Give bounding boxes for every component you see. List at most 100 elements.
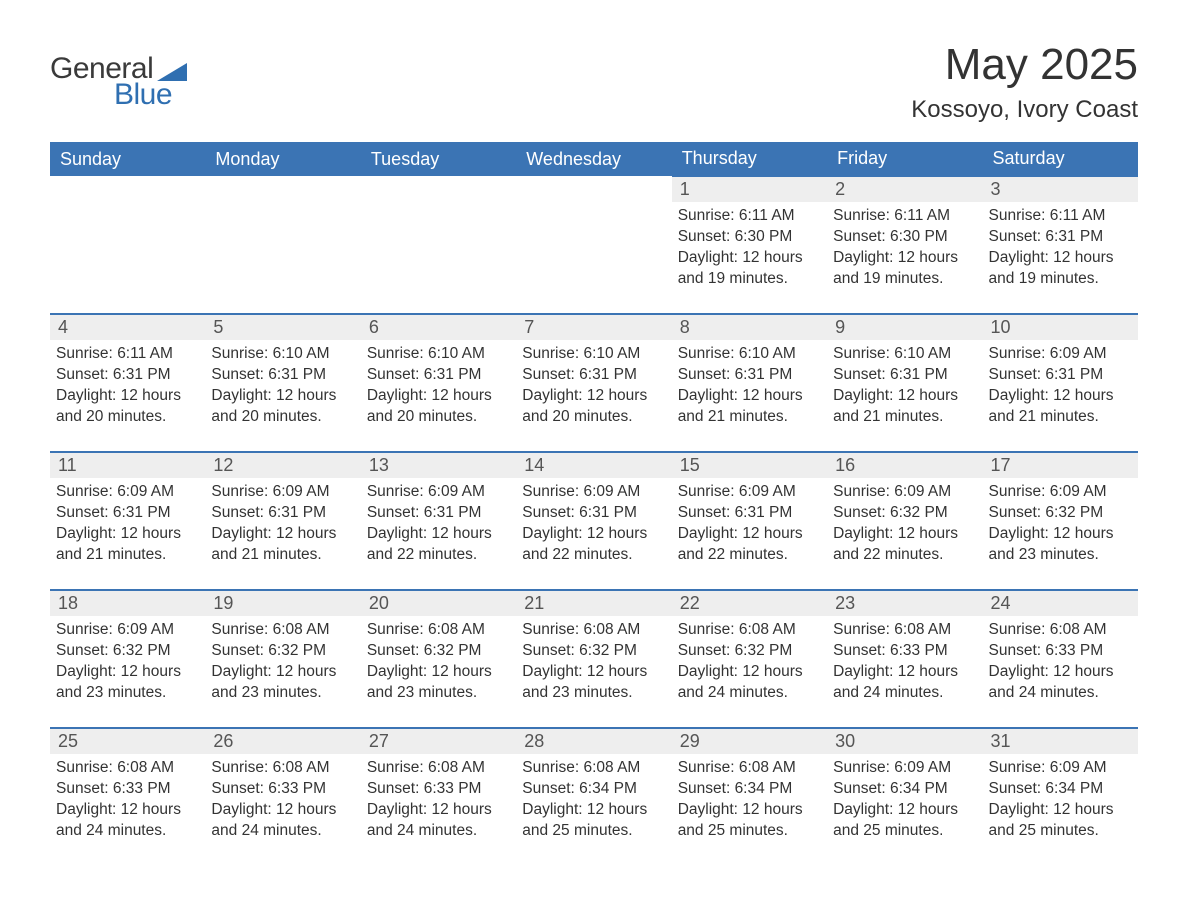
- calendar-day-cell: 6Sunrise: 6:10 AMSunset: 6:31 PMDaylight…: [361, 314, 516, 452]
- sunset-value: 6:34 PM: [1045, 780, 1103, 797]
- day-number: 29: [672, 729, 827, 754]
- sunset-line: Sunset: 6:32 PM: [367, 641, 510, 662]
- calendar-header-row: SundayMondayTuesdayWednesdayThursdayFrid…: [50, 142, 1138, 176]
- daylight-label: Daylight:: [211, 663, 271, 680]
- day-cell: 5Sunrise: 6:10 AMSunset: 6:31 PMDaylight…: [205, 315, 360, 451]
- day-details: Sunrise: 6:09 AMSunset: 6:34 PMDaylight:…: [983, 754, 1138, 846]
- sunrise-line: Sunrise: 6:08 AM: [211, 620, 354, 641]
- sunrise-label: Sunrise:: [833, 621, 890, 638]
- day-number: 9: [827, 315, 982, 340]
- day-number: 11: [50, 453, 205, 478]
- sunset-value: 6:33 PM: [890, 642, 948, 659]
- day-number: 26: [205, 729, 360, 754]
- daylight-line: Daylight: 12 hours and 20 minutes.: [211, 386, 354, 428]
- sunrise-value: 6:10 AM: [583, 345, 640, 362]
- calendar-day-cell: 1Sunrise: 6:11 AMSunset: 6:30 PMDaylight…: [672, 176, 827, 314]
- day-cell: 13Sunrise: 6:09 AMSunset: 6:31 PMDayligh…: [361, 453, 516, 589]
- daylight-label: Daylight:: [56, 801, 116, 818]
- sunset-label: Sunset:: [678, 642, 731, 659]
- weekday-header: Friday: [827, 142, 982, 176]
- sunrise-line: Sunrise: 6:09 AM: [989, 344, 1132, 365]
- daylight-label: Daylight:: [522, 387, 582, 404]
- sunrise-value: 6:09 AM: [894, 759, 951, 776]
- calendar-day-cell: 28Sunrise: 6:08 AMSunset: 6:34 PMDayligh…: [516, 728, 671, 866]
- sunrise-value: 6:10 AM: [894, 345, 951, 362]
- day-details: Sunrise: 6:09 AMSunset: 6:31 PMDaylight:…: [361, 478, 516, 570]
- sunset-line: Sunset: 6:31 PM: [367, 365, 510, 386]
- day-number: 19: [205, 591, 360, 616]
- daylight-line: Daylight: 12 hours and 23 minutes.: [989, 524, 1132, 566]
- sunrise-label: Sunrise:: [678, 759, 735, 776]
- calendar-day-cell: [361, 176, 516, 314]
- sunset-label: Sunset:: [833, 228, 886, 245]
- calendar-week-row: 11 Sunrise: 6:09 AMSunset: 6:31 PMDayligh…: [50, 452, 1138, 590]
- sunset-label: Sunset:: [989, 642, 1042, 659]
- calendar-day-cell: 13Sunrise: 6:09 AMSunset: 6:31 PMDayligh…: [361, 452, 516, 590]
- sunrise-label: Sunrise:: [989, 621, 1046, 638]
- sunrise-label: Sunrise:: [211, 621, 268, 638]
- sunset-label: Sunset:: [522, 780, 575, 797]
- sunrise-label: Sunrise:: [56, 621, 113, 638]
- daylight-label: Daylight:: [678, 663, 738, 680]
- day-number: 21: [516, 591, 671, 616]
- sunset-line: Sunset: 6:32 PM: [989, 503, 1132, 524]
- sunrise-value: 6:08 AM: [739, 621, 796, 638]
- daylight-label: Daylight:: [833, 387, 893, 404]
- day-details: Sunrise: 6:11 AMSunset: 6:30 PMDaylight:…: [827, 202, 982, 294]
- page-header: General Blue May 2025 Kossoyo, Ivory Coa…: [50, 40, 1138, 124]
- sunset-label: Sunset:: [211, 504, 264, 521]
- day-details: Sunrise: 6:10 AMSunset: 6:31 PMDaylight:…: [516, 340, 671, 432]
- day-details: Sunrise: 6:08 AMSunset: 6:32 PMDaylight:…: [516, 616, 671, 708]
- calendar-week-row: 18Sunrise: 6:09 AMSunset: 6:32 PMDayligh…: [50, 590, 1138, 728]
- calendar-day-cell: 15Sunrise: 6:09 AMSunset: 6:31 PMDayligh…: [672, 452, 827, 590]
- day-details: Sunrise: 6:11 AMSunset: 6:30 PMDaylight:…: [672, 202, 827, 294]
- daylight-label: Daylight:: [522, 525, 582, 542]
- sunset-value: 6:30 PM: [890, 228, 948, 245]
- sunset-value: 6:31 PM: [268, 366, 326, 383]
- daylight-line: Daylight: 12 hours and 24 minutes.: [211, 800, 354, 842]
- weekday-header: Monday: [205, 142, 360, 176]
- sunset-line: Sunset: 6:31 PM: [56, 503, 199, 524]
- daylight-label: Daylight:: [367, 801, 427, 818]
- sunrise-line: Sunrise: 6:08 AM: [522, 758, 665, 779]
- calendar-day-cell: [516, 176, 671, 314]
- sunrise-value: 6:09 AM: [1050, 759, 1107, 776]
- day-details: Sunrise: 6:08 AMSunset: 6:33 PMDaylight:…: [361, 754, 516, 846]
- sunset-label: Sunset:: [56, 504, 109, 521]
- sunset-line: Sunset: 6:33 PM: [989, 641, 1132, 662]
- sunrise-value: 6:08 AM: [894, 621, 951, 638]
- sunrise-label: Sunrise:: [211, 345, 268, 362]
- day-cell: 23Sunrise: 6:08 AMSunset: 6:33 PMDayligh…: [827, 591, 982, 727]
- sunrise-label: Sunrise:: [833, 759, 890, 776]
- sunset-label: Sunset:: [367, 504, 420, 521]
- day-details: Sunrise: 6:08 AMSunset: 6:32 PMDaylight:…: [672, 616, 827, 708]
- day-cell: 4Sunrise: 6:11 AMSunset: 6:31 PMDaylight…: [50, 315, 205, 451]
- sunset-line: Sunset: 6:31 PM: [211, 365, 354, 386]
- sunrise-line: Sunrise: 6:11 AM: [56, 344, 199, 365]
- calendar-day-cell: 22Sunrise: 6:08 AMSunset: 6:32 PMDayligh…: [672, 590, 827, 728]
- day-details: Sunrise: 6:09 AMSunset: 6:31 PMDaylight:…: [672, 478, 827, 570]
- sunrise-label: Sunrise:: [522, 483, 579, 500]
- sunset-label: Sunset:: [56, 642, 109, 659]
- calendar-day-cell: 30Sunrise: 6:09 AMSunset: 6:34 PMDayligh…: [827, 728, 982, 866]
- sunrise-label: Sunrise:: [678, 207, 735, 224]
- sunset-line: Sunset: 6:31 PM: [989, 365, 1132, 386]
- sunset-line: Sunset: 6:31 PM: [522, 365, 665, 386]
- day-number: 8: [672, 315, 827, 340]
- sunset-label: Sunset:: [367, 780, 420, 797]
- sunset-line: Sunset: 6:31 PM: [367, 503, 510, 524]
- sunset-line: Sunset: 6:31 PM: [522, 503, 665, 524]
- sunrise-label: Sunrise:: [989, 483, 1046, 500]
- sunset-line: Sunset: 6:33 PM: [56, 779, 199, 800]
- sunrise-label: Sunrise:: [367, 759, 424, 776]
- logo-text-blue: Blue: [114, 78, 172, 112]
- day-details: Sunrise: 6:08 AMSunset: 6:32 PMDaylight:…: [205, 616, 360, 708]
- daylight-line: Daylight: 12 hours and 20 minutes.: [367, 386, 510, 428]
- sunset-line: Sunset: 6:31 PM: [678, 365, 821, 386]
- sunset-line: Sunset: 6:31 PM: [56, 365, 199, 386]
- day-details: Sunrise: 6:09 AMSunset: 6:31 PMDaylight:…: [516, 478, 671, 570]
- sunrise-value: 6:11 AM: [894, 207, 950, 224]
- day-cell: 3Sunrise: 6:11 AMSunset: 6:31 PMDaylight…: [983, 177, 1138, 313]
- sunrise-value: 6:08 AM: [117, 759, 174, 776]
- day-number: 31: [983, 729, 1138, 754]
